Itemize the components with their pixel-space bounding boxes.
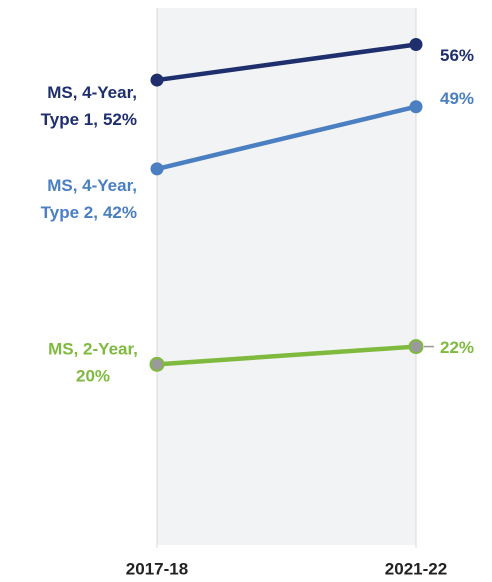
data-point (150, 73, 164, 87)
series-name: MS, 4-Year, (47, 176, 137, 195)
x-tick-label: 2021-22 (385, 559, 447, 578)
series-label: MS, 2-Year, 20% (48, 340, 138, 386)
series-name: Type 2, (41, 203, 98, 222)
series-name: MS, 4-Year, (47, 84, 137, 103)
series-label: MS, 4-Year, Type 1, 52% (41, 84, 137, 130)
data-point (409, 38, 423, 52)
value-label: 49% (440, 89, 474, 108)
series-label: MS, 4-Year, Type 2, 42% (41, 176, 137, 222)
series-line (156, 104, 417, 172)
series-name: Type 1, (41, 111, 98, 130)
data-point (408, 339, 424, 355)
data-point (150, 162, 164, 176)
series-name: MS, 2-Year, (48, 340, 138, 359)
data-point (409, 100, 423, 114)
plot-background (157, 8, 416, 545)
series-line (156, 42, 417, 83)
value-label: 22% (440, 338, 474, 357)
data-point (149, 356, 165, 372)
value-label: 42% (103, 203, 137, 222)
value-label: 52% (103, 111, 137, 130)
series-line (156, 344, 417, 367)
x-tick-label: 2017-18 (126, 559, 188, 578)
value-label: 56% (440, 46, 474, 65)
value-label: 20% (76, 367, 110, 386)
